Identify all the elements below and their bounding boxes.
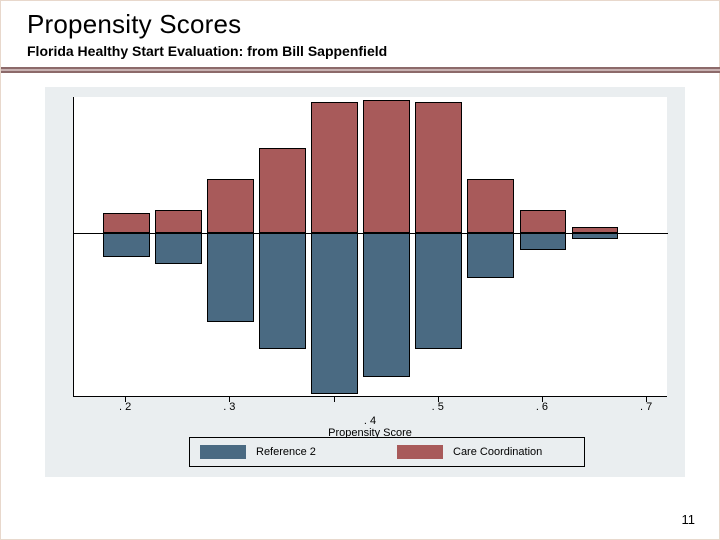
xtick-label: . 6 bbox=[536, 401, 548, 413]
legend-swatch-reference2 bbox=[200, 445, 246, 459]
page-subtitle: Florida Healthy Start Evaluation: from B… bbox=[27, 43, 387, 59]
bar bbox=[207, 233, 254, 322]
bar bbox=[155, 233, 202, 264]
bar bbox=[572, 227, 619, 234]
legend-item-carecoord: Care Coordination bbox=[387, 445, 584, 459]
bar bbox=[311, 233, 358, 393]
bar bbox=[259, 233, 306, 349]
bar bbox=[363, 100, 410, 233]
bar bbox=[415, 233, 462, 349]
bar bbox=[103, 213, 150, 233]
legend-swatch-carecoord bbox=[397, 445, 443, 459]
bar bbox=[415, 102, 462, 233]
plot-area bbox=[73, 97, 667, 397]
divider-rule bbox=[1, 67, 720, 73]
xtick-labels: . 2 . 3 . 5 . 6 . 7 bbox=[73, 401, 667, 415]
bar bbox=[520, 210, 567, 234]
chart-panel: . 2 . 3 . 5 . 6 . 7 . 4 Propensity Score Ref… bbox=[45, 87, 685, 477]
legend-label-carecoord: Care Coordination bbox=[453, 446, 542, 458]
bar bbox=[155, 210, 202, 234]
page-title: Propensity Scores bbox=[27, 9, 241, 40]
xtick-label: . 7 bbox=[640, 401, 652, 413]
bar bbox=[259, 148, 306, 233]
bar bbox=[520, 233, 567, 250]
bar bbox=[467, 179, 514, 234]
bar bbox=[572, 233, 619, 238]
xtick-label: . 2 bbox=[119, 401, 131, 413]
xtick-label: . 3 bbox=[223, 401, 235, 413]
x-axis-label: . 4 Propensity Score bbox=[73, 415, 667, 439]
bar bbox=[311, 102, 358, 233]
bar bbox=[207, 179, 254, 234]
bar bbox=[103, 233, 150, 257]
slide: Propensity Scores Florida Healthy Start … bbox=[0, 0, 720, 540]
xtick-label: . 5 bbox=[432, 401, 444, 413]
page-number: 11 bbox=[682, 512, 696, 527]
legend: Reference 2 Care Coordination bbox=[189, 437, 585, 467]
xlabel-top: . 4 bbox=[364, 415, 376, 427]
bar bbox=[363, 233, 410, 376]
bar bbox=[467, 233, 514, 277]
legend-item-reference2: Reference 2 bbox=[190, 445, 387, 459]
legend-label-reference2: Reference 2 bbox=[256, 446, 316, 458]
